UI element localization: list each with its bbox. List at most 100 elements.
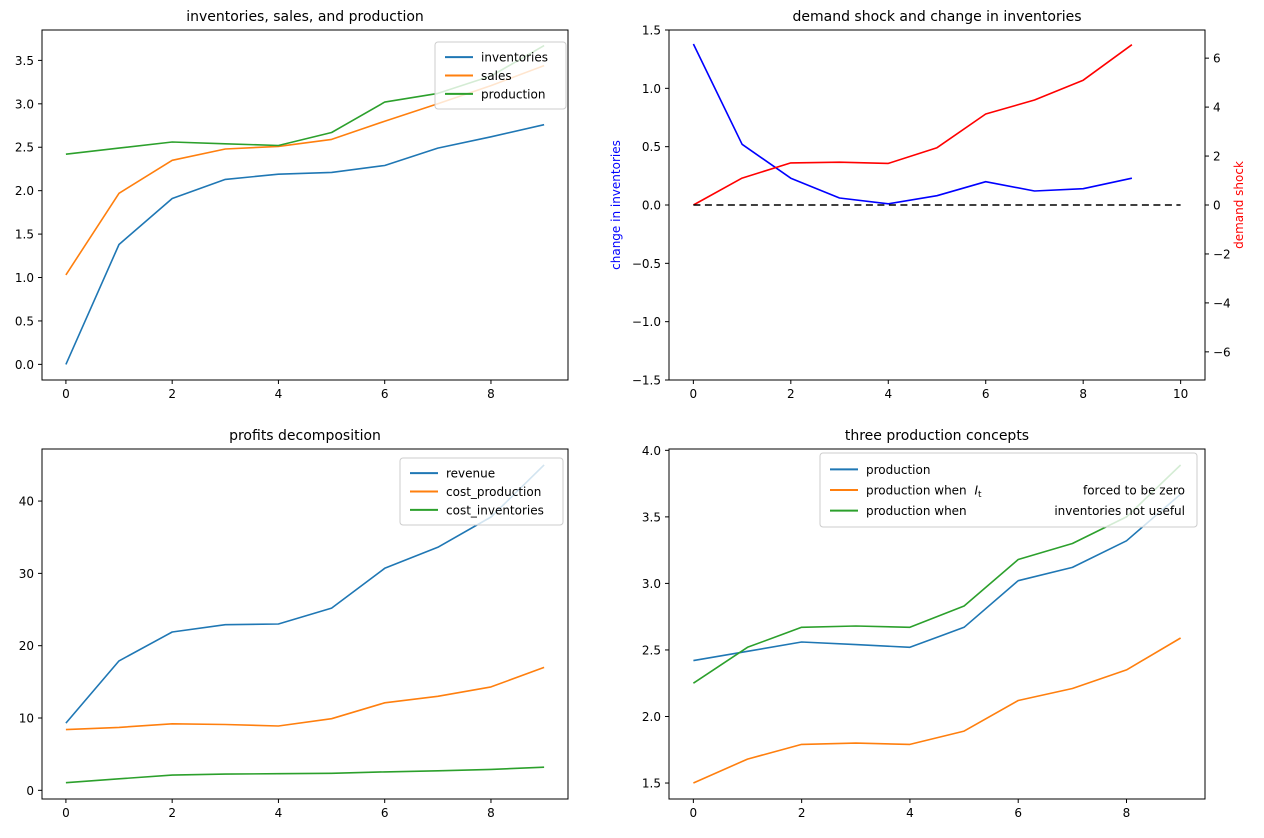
x-axis-ticks: 0 2 4 6 8 xyxy=(62,380,495,401)
legend: inventories sales production xyxy=(434,41,567,110)
y-tick-label: 3.0 xyxy=(15,97,34,111)
x-tick-label: 6 xyxy=(982,387,990,401)
x-tick-label: 0 xyxy=(690,387,698,401)
x-axis-ticks: 0 2 4 6 8 xyxy=(62,799,495,820)
y-tick-label-right: −2 xyxy=(1213,247,1231,261)
x-tick-label: 4 xyxy=(275,806,283,820)
x-tick-label: 4 xyxy=(906,806,914,820)
y-axis-ticks-right: −6 −4 −2 0 2 4 6 xyxy=(1205,52,1231,359)
x-tick-label: 8 xyxy=(487,387,495,401)
y-tick-label: 3.0 xyxy=(642,577,661,591)
axes-spines xyxy=(668,448,1206,800)
y-tick-label: 3.5 xyxy=(642,510,661,524)
y-tick-label: 0 xyxy=(26,784,34,798)
chart-title: inventories, sales, and production xyxy=(186,9,424,25)
y-tick-label: 2.0 xyxy=(15,184,34,198)
x-tick-label: 6 xyxy=(1014,806,1022,820)
series-line-inventories xyxy=(65,123,545,365)
x-axis-ticks: 0 2 4 6 8 10 xyxy=(690,380,1188,401)
x-axis-ticks: 0 2 4 6 8 xyxy=(690,799,1131,820)
x-tick-label: 0 xyxy=(690,806,698,820)
x-tick-label: 4 xyxy=(275,387,283,401)
series-line-revenue xyxy=(65,464,545,724)
y-tick-label: 0.0 xyxy=(642,199,661,213)
x-tick-label: 8 xyxy=(487,806,495,820)
legend-label: sales xyxy=(481,69,512,83)
x-tick-label: 0 xyxy=(62,806,70,820)
y-tick-label: 40 xyxy=(19,495,34,509)
legend-frame xyxy=(434,41,567,110)
legend-label: revenue xyxy=(446,467,495,481)
y-axis-label-left: change in inventories xyxy=(609,140,623,270)
y-tick-label: 3.5 xyxy=(15,54,34,68)
y-tick-label: 20 xyxy=(19,639,34,653)
legend-label: cost_production xyxy=(446,485,541,499)
y-tick-label: −1.0 xyxy=(632,315,661,329)
legend-frame xyxy=(399,457,564,526)
y-tick-label: 1.0 xyxy=(15,271,34,285)
series-line-production-when-inventories-forced-to-be-zero xyxy=(693,637,1182,784)
legend-label-right: inventories not useful xyxy=(1054,504,1185,518)
y-tick-label-right: 6 xyxy=(1213,52,1221,66)
legend: revenue cost_production cost_inventories xyxy=(399,457,564,526)
x-tick-label: 6 xyxy=(381,806,389,820)
y-tick-label: 0.0 xyxy=(15,358,34,372)
x-tick-label: 4 xyxy=(884,387,892,401)
x-tick-label: 0 xyxy=(62,387,70,401)
legend-label-right: forced to be zero xyxy=(1083,484,1185,498)
axes-spines xyxy=(41,448,569,800)
y-tick-label: −0.5 xyxy=(632,257,661,271)
subplot-demand-shock-and-change-in-inventories: 0 2 4 6 8 10 −1.5 −1.0 −0.5 0.0 0.5 1.0 1.5 −6 −4 −2 0 2 4… xyxy=(609,9,1246,401)
y-tick-label-right: −6 xyxy=(1213,345,1231,359)
x-tick-label: 6 xyxy=(381,387,389,401)
y-axis-ticks: −1.5 −1.0 −0.5 0.0 0.5 1.0 1.5 xyxy=(632,24,669,388)
y-tick-label: 30 xyxy=(19,567,34,581)
y-tick-label: 4.0 xyxy=(642,444,661,458)
y-tick-label: 0.5 xyxy=(642,140,661,154)
series-line-production-when-inventories-not-useful xyxy=(692,464,1182,684)
series-line-production xyxy=(693,493,1182,662)
y-axis-ticks: 0.0 0.5 1.0 1.5 2.0 2.5 3.0 3.5 xyxy=(15,54,42,372)
y-tick-label: 1.5 xyxy=(642,777,661,791)
series-line-cost-inventories xyxy=(65,766,545,784)
y-tick-label: 2.0 xyxy=(642,710,661,724)
y-tick-label-right: 2 xyxy=(1213,150,1221,164)
y-axis-label-right: demand shock xyxy=(1232,161,1246,249)
legend-label: production when It xyxy=(866,484,982,501)
chart-title: three production concepts xyxy=(845,428,1029,444)
legend-frame xyxy=(819,452,1198,528)
legend: production production when It forced to be… xyxy=(819,452,1198,528)
y-tick-label: 1.0 xyxy=(642,82,661,96)
y-tick-label: 1.5 xyxy=(642,24,661,38)
legend-label: cost_inventories xyxy=(446,503,544,517)
axes-spines xyxy=(41,29,569,381)
series-line-change-in-inventories xyxy=(692,43,1133,205)
x-tick-label: 8 xyxy=(1123,806,1131,820)
chart-title: demand shock and change in inventories xyxy=(792,9,1081,25)
y-tick-label: 2.5 xyxy=(15,141,34,155)
legend-label: production xyxy=(481,87,545,101)
y-tick-label-right: 0 xyxy=(1213,199,1221,213)
subplot-three-production-concepts: 0 2 4 6 8 1.5 2.0 2.5 3.0 3.5 4.0 three production … xyxy=(642,428,1206,820)
y-tick-label-right: 4 xyxy=(1213,101,1221,115)
y-axis-ticks: 0 10 20 30 40 xyxy=(19,495,42,798)
chart-title: profits decomposition xyxy=(229,428,381,444)
subplot-inventories-sales-production: 0 2 4 6 8 0.0 0.5 1.0 1.5 2.0 2.5 3.0 3.5 inventories… xyxy=(15,9,569,401)
y-tick-label: 10 xyxy=(19,712,34,726)
y-axis-ticks: 1.5 2.0 2.5 3.0 3.5 4.0 xyxy=(642,444,669,791)
y-tick-label: 1.5 xyxy=(15,228,34,242)
series-line-cost-production xyxy=(65,666,545,731)
x-tick-label: 10 xyxy=(1173,387,1188,401)
y-tick-label: −1.5 xyxy=(632,374,661,388)
subplot-profits-decomposition: 0 2 4 6 8 0 10 20 30 40 profits decomposition reven… xyxy=(19,428,569,820)
x-tick-label: 2 xyxy=(168,806,176,820)
y-tick-label: 0.5 xyxy=(15,314,34,328)
x-tick-label: 8 xyxy=(1079,387,1087,401)
y-tick-label: 2.5 xyxy=(642,643,661,657)
series-line-demand-shock xyxy=(693,44,1133,206)
x-tick-label: 2 xyxy=(168,387,176,401)
y-tick-label-right: −4 xyxy=(1213,296,1231,310)
x-tick-label: 2 xyxy=(787,387,795,401)
